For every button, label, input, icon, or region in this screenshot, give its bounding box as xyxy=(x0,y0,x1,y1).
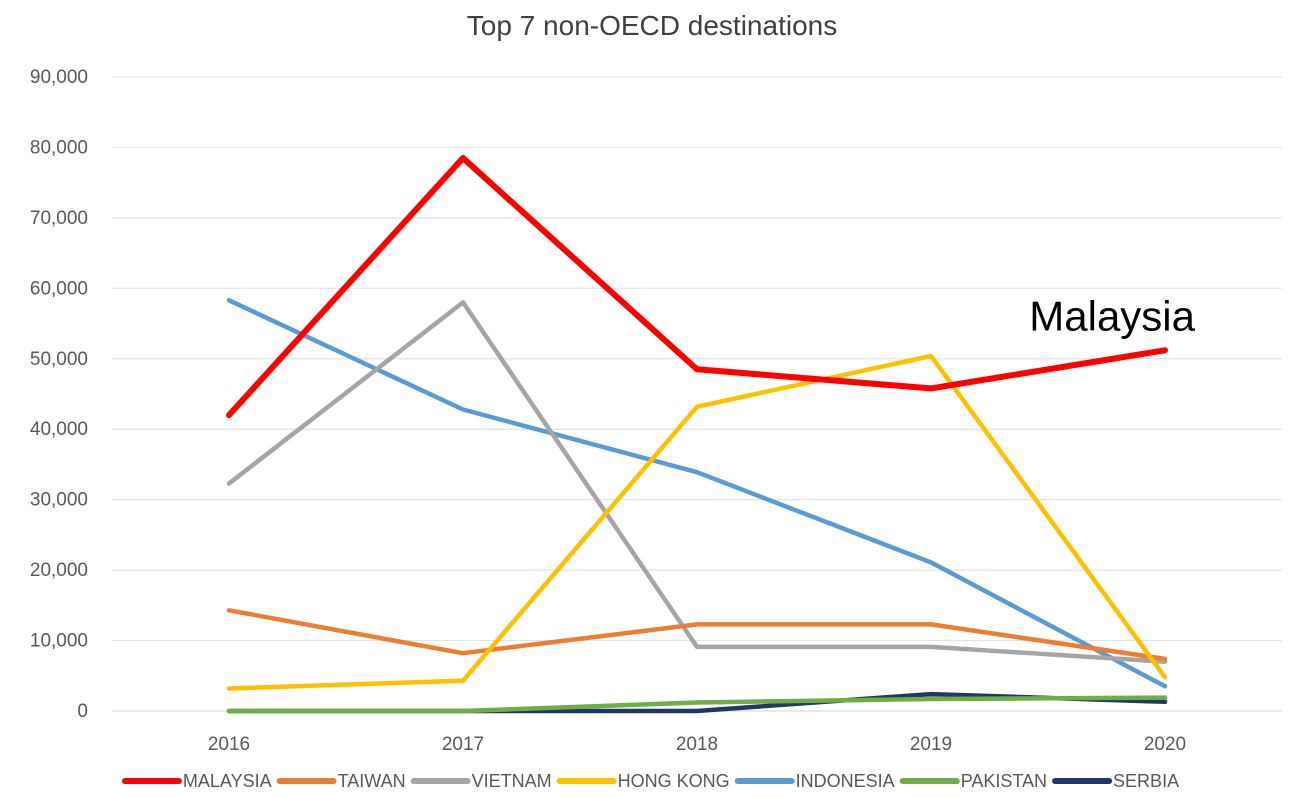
legend-label-malaysia: MALAYSIA xyxy=(183,771,272,791)
y-tick-label: 10,000 xyxy=(30,631,88,652)
annotations: Malaysia xyxy=(1029,292,1195,339)
y-tick-label: 50,000 xyxy=(30,349,88,370)
x-tick-label: 2017 xyxy=(442,734,484,755)
legend-label-taiwan: TAIWAN xyxy=(338,771,406,791)
annotation-label: Malaysia xyxy=(1029,292,1195,339)
x-tick-label: 2016 xyxy=(208,734,250,755)
legend-label-hong-kong: HONG KONG xyxy=(618,771,730,791)
series-line-malaysia xyxy=(226,155,1168,419)
y-tick-label: 40,000 xyxy=(30,419,88,440)
x-tick-label: 2020 xyxy=(1144,734,1186,755)
y-axis-tick-labels: 0 10,000 20,000 30,000 40,000 50,000 60,000 70,… xyxy=(30,67,88,722)
series-line-pakistan xyxy=(226,695,1168,714)
legend-label-serbia: SERBIA xyxy=(1113,771,1179,791)
y-tick-label: 80,000 xyxy=(30,137,88,158)
y-tick-label: 0 xyxy=(77,701,88,722)
chart-title: Top 7 non-OECD destinations xyxy=(467,10,837,41)
y-tick-label: 70,000 xyxy=(30,208,88,229)
legend-label-pakistan: PAKISTAN xyxy=(961,771,1047,791)
legend-label-vietnam: VIETNAM xyxy=(472,771,552,791)
gridlines xyxy=(112,76,1282,712)
x-axis-tick-labels: 2016 2017 2018 2019 2020 xyxy=(208,734,1186,755)
series-lines xyxy=(226,155,1168,714)
series-line-taiwan xyxy=(226,608,1168,662)
y-tick-label: 30,000 xyxy=(30,490,88,511)
y-tick-label: 90,000 xyxy=(30,67,88,88)
series-line-vietnam xyxy=(226,300,1168,664)
legend: MALAYSIA TAIWAN VIETNAM HONG KONG INDONESIA P… xyxy=(121,771,1179,791)
x-tick-label: 2018 xyxy=(676,734,718,755)
x-tick-label: 2019 xyxy=(910,734,952,755)
y-tick-label: 20,000 xyxy=(30,560,88,581)
legend-label-indonesia: INDONESIA xyxy=(796,771,895,791)
series-line-hong-kong xyxy=(226,353,1168,691)
y-tick-label: 60,000 xyxy=(30,278,88,299)
series-line-indonesia xyxy=(226,298,1168,689)
